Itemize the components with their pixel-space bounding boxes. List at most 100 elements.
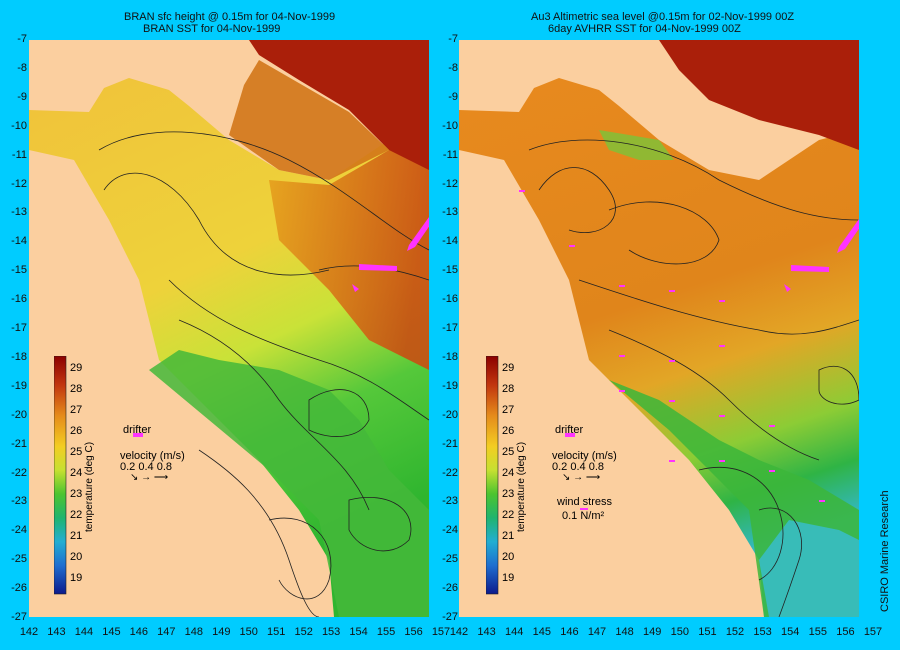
colorbar-tick-label: 27 <box>70 404 83 416</box>
colorbar-tick-label: 29 <box>502 362 515 374</box>
latitude-tick-label: -22 <box>442 466 458 479</box>
latitude-tick-label: -17 <box>11 322 27 334</box>
colorbar-tick-label: 23 <box>502 488 515 500</box>
colorbar-tick-label: 22 <box>502 509 515 521</box>
longitude-tick-label: 154 <box>781 626 800 638</box>
latitude-tick-label: -19 <box>11 379 27 392</box>
left-colorbar-label: temperature (deg C) <box>84 441 95 532</box>
wind-stress-value: 0.1 N/m² <box>562 510 605 522</box>
longitude-tick-label: 153 <box>321 626 341 638</box>
latitude-tick-label: -24 <box>11 524 27 537</box>
longitude-tick-label: 144 <box>505 626 524 638</box>
right-drifter-icon <box>565 433 575 437</box>
longitude-tick-label: 155 <box>376 626 396 638</box>
right-title-line2: 6day AVHRR SST for 04-Nov-1999 00Z <box>548 23 741 35</box>
longitude-tick-label: 146 <box>560 626 579 638</box>
latitude-tick-label: -18 <box>442 350 458 363</box>
longitude-tick-label: 142 <box>19 626 39 638</box>
colorbar-tick-label: 24 <box>70 467 83 479</box>
right-title-line1: Au3 Altimetric sea level @0.15m for 02-N… <box>531 11 795 23</box>
green-north-strip <box>599 130 674 160</box>
colorbar-tick-label: 20 <box>70 551 83 563</box>
colorbar-tick-label: 28 <box>70 383 83 395</box>
latitude-tick-label: -15 <box>442 264 458 277</box>
latitude-tick-label: -16 <box>11 293 27 306</box>
longitude-tick-label: 152 <box>725 626 745 638</box>
latitude-tick-label: -23 <box>442 495 458 508</box>
longitude-tick-label: 145 <box>532 626 551 638</box>
longitude-tick-label: 146 <box>129 626 149 638</box>
latitude-tick-label: -18 <box>11 350 27 363</box>
right-velocity-scale: 0.2 0.4 0.8 <box>552 461 604 473</box>
longitude-tick-label: 151 <box>267 626 286 638</box>
colorbar-tick-label: 26 <box>502 425 515 437</box>
wind-stress-vectors <box>519 190 825 502</box>
left-title-line2: BRAN SST for 04-Nov-1999 <box>143 23 281 35</box>
left-velocity-label: velocity (m/s) <box>120 450 185 462</box>
left-map-panel <box>29 40 429 617</box>
longitude-tick-label: 154 <box>349 626 368 638</box>
left-drifter-icon <box>133 433 143 437</box>
longitude-tick-label: 150 <box>239 626 258 638</box>
latitude-tick-label: -20 <box>11 408 27 421</box>
colorbar-tick-label: 19 <box>70 572 83 584</box>
colorbar-tick-label: 19 <box>502 572 515 584</box>
left-title-line1: BRAN sfc height @ 0.15m for 04-Nov-1999 <box>124 11 336 23</box>
longitude-tick-label: 143 <box>47 626 66 638</box>
latitude-tick-label: -8 <box>448 61 458 74</box>
colorbar-tick-label: 24 <box>502 467 515 479</box>
latitude-tick-label: -24 <box>442 524 458 537</box>
cool-south <box>759 520 859 617</box>
colorbar-tick-label: 21 <box>502 530 515 542</box>
left-colorbar <box>54 356 67 595</box>
colorbar-tick-label: 25 <box>70 446 83 458</box>
latitude-tick-label: -9 <box>17 90 27 103</box>
left-drifter-label: drifter <box>123 424 152 436</box>
latitude-tick-label: -14 <box>442 235 458 248</box>
colorbar-tick-label: 21 <box>70 530 83 542</box>
latitude-tick-label: -7 <box>17 33 27 45</box>
drifter-track <box>784 219 859 292</box>
longitude-tick-label: 151 <box>698 626 717 638</box>
latitude-tick-label: -17 <box>442 322 458 334</box>
longitude-tick-label: 157 <box>863 626 883 638</box>
longitude-tick-label: 147 <box>587 626 607 638</box>
latitude-tick-label: -10 <box>442 119 458 132</box>
colorbar-tick-label: 25 <box>502 446 515 458</box>
longitude-tick-label: 145 <box>102 626 121 638</box>
left-velocity-arrows: ↘ → ⟶ <box>130 472 169 483</box>
latitude-tick-label: -25 <box>442 553 458 566</box>
latitude-tick-label: -27 <box>442 611 458 623</box>
longitude-tick-label: 157 <box>431 626 451 638</box>
longitude-tick-label: 152 <box>294 626 313 638</box>
latitude-tick-label: -15 <box>11 264 27 277</box>
right-colorbar-label: temperature (deg C) <box>516 441 527 532</box>
colorbar-tick-label: 29 <box>70 362 83 374</box>
latitude-tick-label: -9 <box>448 90 458 103</box>
longitude-tick-label: 142 <box>449 626 469 638</box>
latitude-tick-label: -21 <box>442 437 458 450</box>
longitude-tick-label: 147 <box>157 626 176 638</box>
latitude-tick-label: -13 <box>442 206 458 219</box>
latitude-tick-label: -12 <box>11 177 27 190</box>
sea-level-contours <box>528 139 859 617</box>
longitude-tick-label: 144 <box>74 626 94 638</box>
latitude-tick-label: -20 <box>442 408 458 421</box>
latitude-tick-label: -25 <box>11 553 27 566</box>
warm-pool <box>269 140 429 370</box>
latitude-tick-label: -21 <box>11 437 27 450</box>
latitude-tick-label: -11 <box>11 148 27 161</box>
longitude-tick-label: 148 <box>184 626 203 638</box>
right-map-panel <box>459 40 859 617</box>
colorbar-tick-label: 23 <box>70 488 83 500</box>
latitude-tick-label: -7 <box>448 33 458 45</box>
right-velocity-label: velocity (m/s) <box>552 450 617 462</box>
longitude-tick-label: 143 <box>477 626 496 638</box>
left-velocity-scale: 0.2 0.4 0.8 <box>120 461 172 473</box>
right-drifter-label: drifter <box>555 424 584 436</box>
drifter-track <box>352 217 429 292</box>
cool-shelf <box>149 350 429 617</box>
right-colorbar <box>486 356 499 595</box>
longitude-tick-label: 153 <box>753 626 772 638</box>
longitude-tick-label: 149 <box>212 626 231 638</box>
